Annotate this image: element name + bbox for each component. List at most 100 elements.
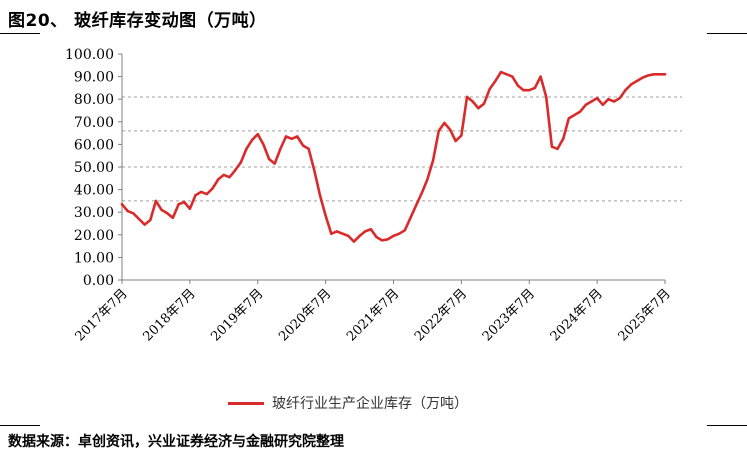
data-point — [211, 187, 214, 190]
data-point — [137, 217, 141, 221]
data-point — [171, 216, 175, 219]
data-point — [556, 147, 559, 151]
bottom-rule-right — [707, 425, 747, 426]
data-point — [205, 192, 208, 196]
data-point — [516, 84, 520, 87]
data-point — [318, 194, 322, 197]
data-point — [166, 212, 169, 215]
data-point — [612, 100, 616, 103]
data-point — [460, 134, 463, 137]
data-point — [217, 178, 220, 181]
data-point — [488, 87, 491, 91]
data-point — [284, 135, 288, 138]
data-point — [352, 240, 356, 243]
data-point — [341, 232, 344, 235]
y-tick-label: 40.00 — [74, 183, 114, 199]
data-point — [595, 96, 599, 100]
data-point — [245, 147, 248, 151]
x-tick-label: 2019年7月 — [208, 286, 266, 344]
data-point — [624, 89, 627, 92]
line-chart: 0.00 10.00 20.00 30.00 40.00 50.00 60.00 70.00 8… — [65, 47, 682, 344]
data-point — [443, 121, 446, 125]
data-point — [279, 147, 282, 151]
data-point — [392, 234, 395, 238]
data-point — [177, 203, 180, 206]
data-point — [562, 137, 565, 140]
data-point — [358, 234, 361, 238]
data-point — [262, 143, 265, 146]
data-point — [477, 107, 480, 110]
x-tick-label: 2025年7月 — [616, 286, 674, 344]
x-tick-label: 2023年7月 — [480, 286, 538, 344]
data-point — [239, 161, 242, 164]
y-tick-label: 70.00 — [74, 115, 114, 131]
data-point — [584, 103, 587, 107]
figure-title: 图20、 玻纤库存变动图（万吨） — [8, 11, 267, 31]
data-point — [375, 235, 378, 239]
bottom-rule-left — [0, 425, 40, 426]
x-tick-label: 2024年7月 — [548, 286, 606, 344]
data-point — [256, 133, 259, 136]
data-point — [409, 216, 412, 219]
data-point — [567, 117, 570, 120]
y-tick-label: 30.00 — [74, 205, 114, 221]
data-point — [601, 103, 604, 107]
data-point — [200, 190, 203, 194]
data-source: 数据来源：卓创资讯，兴业证券经济与金融研究院整理 — [8, 434, 344, 450]
data-point — [149, 218, 152, 222]
data-point — [364, 230, 367, 233]
data-point — [522, 89, 525, 92]
data-point — [454, 139, 457, 143]
y-tick-label: 90.00 — [74, 70, 114, 86]
data-point — [629, 83, 633, 86]
data-point — [663, 73, 667, 76]
data-point — [194, 194, 197, 197]
data-point — [301, 144, 305, 147]
data-point — [290, 137, 293, 140]
data-point — [369, 228, 373, 231]
data-point — [431, 159, 435, 162]
x-tick-label: 2017年7月 — [73, 286, 131, 344]
x-tick-label: 2022年7月 — [412, 286, 470, 344]
y-tick-label: 0.00 — [83, 273, 114, 289]
data-point — [437, 129, 440, 132]
top-rule-left — [0, 33, 40, 34]
data-point — [641, 76, 644, 79]
data-point — [250, 138, 254, 142]
data-point — [126, 209, 129, 213]
data-point — [398, 232, 401, 235]
data-point — [448, 128, 452, 131]
data-point — [330, 232, 333, 235]
data-point — [307, 147, 310, 151]
data-point — [646, 74, 650, 77]
data-point — [652, 73, 655, 76]
data-point — [618, 96, 621, 100]
y-tick-label: 10.00 — [74, 250, 114, 266]
data-point — [635, 79, 638, 83]
data-point — [386, 238, 389, 241]
data-point — [511, 75, 514, 78]
x-tick-label: 2020年7月 — [276, 286, 334, 344]
data-point — [579, 110, 582, 113]
data-point — [335, 230, 339, 233]
data-point — [545, 95, 548, 99]
data-point — [658, 73, 661, 76]
data-point — [120, 203, 124, 206]
y-tick-label: 100.00 — [65, 47, 114, 63]
data-point — [573, 113, 576, 117]
y-tick-label: 60.00 — [74, 137, 114, 153]
data-point — [267, 157, 271, 161]
data-point — [607, 98, 610, 101]
data-point — [313, 169, 316, 172]
figure-header: 图20、 玻纤库存变动图（万吨） — [0, 0, 747, 36]
data-point — [183, 200, 186, 204]
legend-swatch — [228, 401, 264, 405]
data-point — [296, 135, 299, 138]
legend-label: 玻纤行业生产企业库存（万吨） — [272, 396, 468, 412]
data-point — [222, 173, 225, 177]
x-tick-label: 2021年7月 — [344, 286, 402, 344]
data-point — [471, 100, 474, 103]
data-point — [347, 234, 350, 238]
y-tick-label: 50.00 — [74, 160, 114, 176]
data-point — [324, 214, 327, 217]
